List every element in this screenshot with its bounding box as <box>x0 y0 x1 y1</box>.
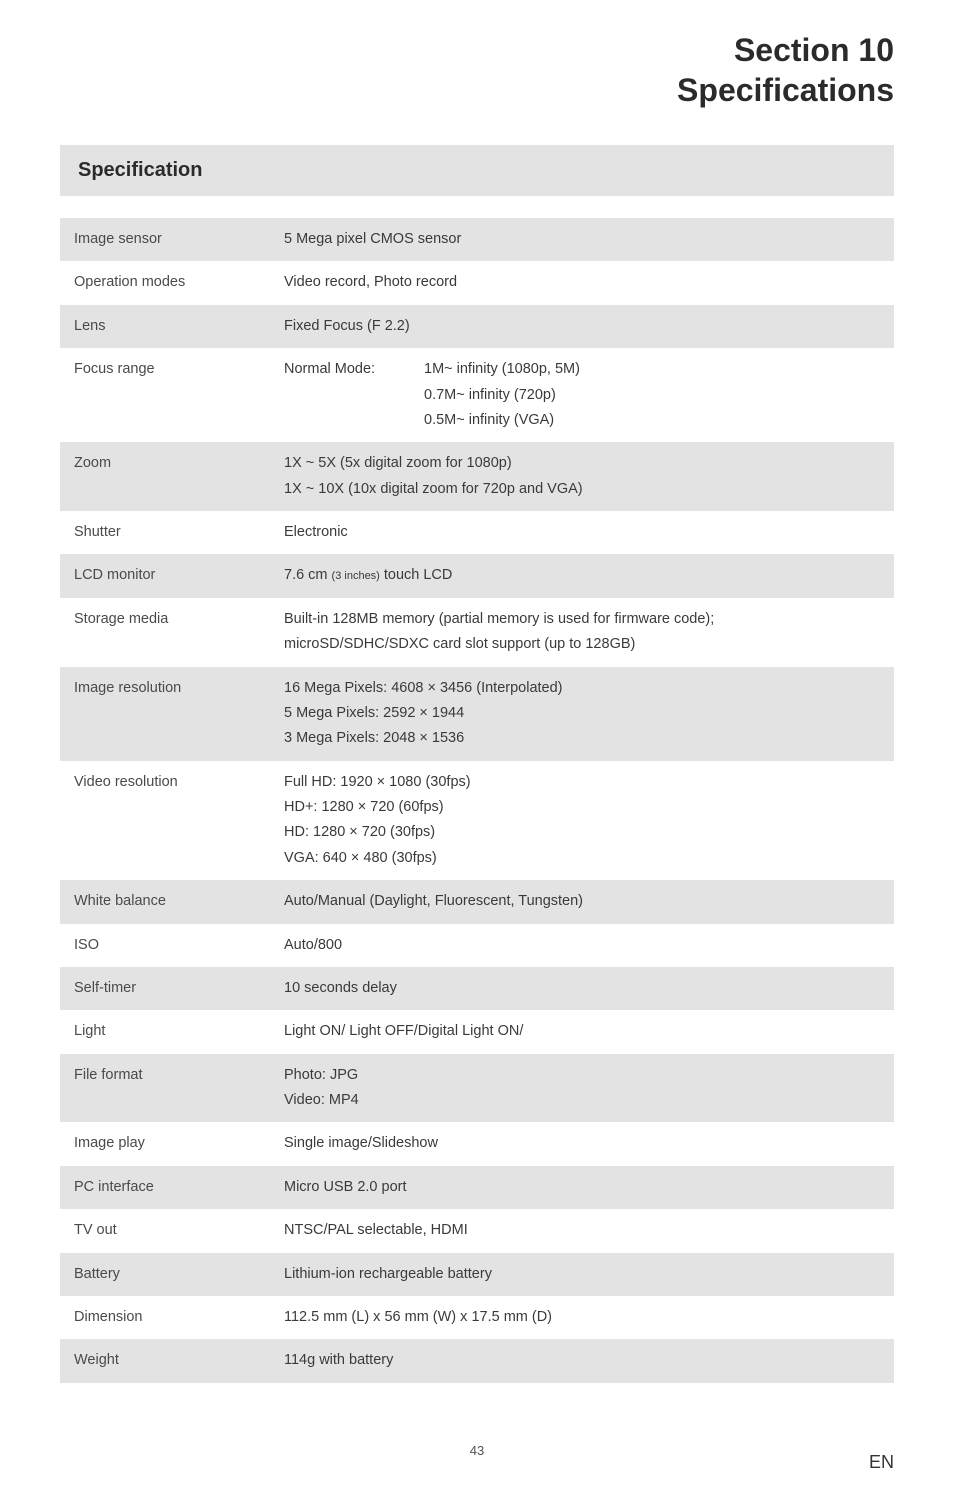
spec-label: Image play <box>60 1122 270 1165</box>
spec-label: Focus range <box>60 348 270 442</box>
spec-value: 114g with battery <box>270 1339 894 1382</box>
spec-label: Operation modes <box>60 261 270 304</box>
spec-value-line: 1M~ infinity (1080p, 5M) <box>424 357 580 382</box>
spec-label: Zoom <box>60 442 270 511</box>
spec-value-line: 1X ~ 5X (5x digital zoom for 1080p) <box>284 451 882 476</box>
spec-value: 7.6 cm (3 inches) touch LCD <box>270 554 894 597</box>
spec-label: PC interface <box>60 1166 270 1209</box>
section-title: Specifications <box>60 70 894 110</box>
spec-label: Image resolution <box>60 667 270 761</box>
spec-label: File format <box>60 1054 270 1123</box>
spec-value-line: VGA: 640 × 480 (30fps) <box>284 846 882 871</box>
table-row: LightLight ON/ Light OFF/Digital Light O… <box>60 1010 894 1053</box>
table-row: Self-timer10 seconds delay <box>60 967 894 1010</box>
spec-value-line: HD: 1280 × 720 (30fps) <box>284 820 882 845</box>
spec-value-line: Full HD: 1920 × 1080 (30fps) <box>284 770 882 795</box>
table-row: LensFixed Focus (F 2.2) <box>60 305 894 348</box>
spec-value-small: (3 inches) <box>332 570 380 582</box>
spec-value: Single image/Slideshow <box>270 1122 894 1165</box>
spec-value: Light ON/ Light OFF/Digital Light ON/ <box>270 1010 894 1053</box>
spec-value: 10 seconds delay <box>270 967 894 1010</box>
table-row: Dimension112.5 mm (L) x 56 mm (W) x 17.5… <box>60 1296 894 1339</box>
table-row: Image playSingle image/Slideshow <box>60 1122 894 1165</box>
spec-label: Light <box>60 1010 270 1053</box>
spec-value: Electronic <box>270 511 894 554</box>
spec-value: Full HD: 1920 × 1080 (30fps)HD+: 1280 × … <box>270 761 894 881</box>
spec-value-line: microSD/SDHC/SDXC card slot support (up … <box>284 632 882 657</box>
section-header: Section 10 Specifications <box>60 30 894 110</box>
spec-label: Image sensor <box>60 218 270 261</box>
spec-value: Fixed Focus (F 2.2) <box>270 305 894 348</box>
spec-label: Dimension <box>60 1296 270 1339</box>
table-row: ISOAuto/800 <box>60 924 894 967</box>
spec-value-line: 0.7M~ infinity (720p) <box>424 383 580 408</box>
spec-label: Weight <box>60 1339 270 1382</box>
table-row: Weight114g with battery <box>60 1339 894 1382</box>
table-row: Focus rangeNormal Mode:1M~ infinity (108… <box>60 348 894 442</box>
spec-value: 112.5 mm (L) x 56 mm (W) x 17.5 mm (D) <box>270 1296 894 1339</box>
page-number: 43 <box>470 1443 484 1458</box>
normal-mode-values: 1M~ infinity (1080p, 5M)0.7M~ infinity (… <box>424 357 580 433</box>
spec-value-line: Photo: JPG <box>284 1063 882 1088</box>
table-row: Image sensor5 Mega pixel CMOS sensor <box>60 218 894 261</box>
spec-value-line: 0.5M~ infinity (VGA) <box>424 408 580 433</box>
spec-label: Self-timer <box>60 967 270 1010</box>
spec-value-line: 3 Mega Pixels: 2048 × 1536 <box>284 726 882 751</box>
spec-value: Micro USB 2.0 port <box>270 1166 894 1209</box>
spec-value: Video record, Photo record <box>270 261 894 304</box>
spec-value: Built-in 128MB memory (partial memory is… <box>270 598 894 667</box>
spec-value-line: 5 Mega Pixels: 2592 × 1944 <box>284 701 882 726</box>
table-row: Storage media Built-in 128MB memory (part… <box>60 598 894 667</box>
spec-value: Photo: JPGVideo: MP4 <box>270 1054 894 1123</box>
table-row: PC interfaceMicro USB 2.0 port <box>60 1166 894 1209</box>
table-row: Operation modesVideo record, Photo recor… <box>60 261 894 304</box>
table-row: BatteryLithium-ion rechargeable battery <box>60 1253 894 1296</box>
spec-value: Normal Mode:1M~ infinity (1080p, 5M)0.7M… <box>270 348 894 442</box>
table-row: TV outNTSC/PAL selectable, HDMI <box>60 1209 894 1252</box>
spec-label: Lens <box>60 305 270 348</box>
table-row: Zoom1X ~ 5X (5x digital zoom for 1080p)1… <box>60 442 894 511</box>
normal-mode-label: Normal Mode: <box>284 357 424 382</box>
spec-value: 16 Mega Pixels: 4608 × 3456 (Interpolate… <box>270 667 894 761</box>
spec-value-line: Built-in 128MB memory (partial memory is… <box>284 607 882 632</box>
table-row: Image resolution 16 Mega Pixels: 4608 × 3… <box>60 667 894 761</box>
spec-value: 5 Mega pixel CMOS sensor <box>270 218 894 261</box>
spec-value-line: Video: MP4 <box>284 1088 882 1113</box>
table-row: File formatPhoto: JPGVideo: MP4 <box>60 1054 894 1123</box>
spec-label: LCD monitor <box>60 554 270 597</box>
spec-label: ISO <box>60 924 270 967</box>
spec-label: Video resolution <box>60 761 270 881</box>
table-row: LCD monitor7.6 cm (3 inches) touch LCD <box>60 554 894 597</box>
spec-value: Lithium-ion rechargeable battery <box>270 1253 894 1296</box>
table-row: White balanceAuto/Manual (Daylight, Fluo… <box>60 880 894 923</box>
table-row: Video resolutionFull HD: 1920 × 1080 (30… <box>60 761 894 881</box>
page-footer: 43 EN <box>60 1443 894 1473</box>
spec-value-line: 16 Mega Pixels: 4608 × 3456 (Interpolate… <box>284 676 882 701</box>
spec-label: Storage media <box>60 598 270 667</box>
spec-value-line: 1X ~ 10X (10x digital zoom for 720p and … <box>284 477 882 502</box>
language-code: EN <box>869 1452 894 1473</box>
spec-table: Image sensor5 Mega pixel CMOS sensorOper… <box>60 218 894 1383</box>
spec-subtitle: Specification <box>60 145 894 196</box>
spec-value: Auto/800 <box>270 924 894 967</box>
spec-label: White balance <box>60 880 270 923</box>
spec-value: NTSC/PAL selectable, HDMI <box>270 1209 894 1252</box>
section-number: Section 10 <box>60 30 894 70</box>
spec-label: Shutter <box>60 511 270 554</box>
spec-value: Auto/Manual (Daylight, Fluorescent, Tung… <box>270 880 894 923</box>
spec-label: Battery <box>60 1253 270 1296</box>
table-row: ShutterElectronic <box>60 511 894 554</box>
spec-value-line: HD+: 1280 × 720 (60fps) <box>284 795 882 820</box>
spec-value: 1X ~ 5X (5x digital zoom for 1080p)1X ~ … <box>270 442 894 511</box>
spec-label: TV out <box>60 1209 270 1252</box>
